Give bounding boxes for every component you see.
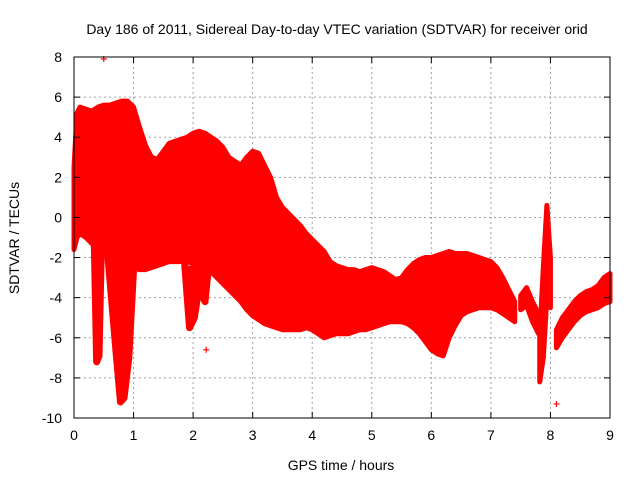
y-tick-label: -8 xyxy=(50,370,63,386)
outlier-point xyxy=(203,346,210,353)
y-tick-label: 4 xyxy=(54,129,62,145)
plot-frame xyxy=(73,56,611,419)
outlier-point xyxy=(553,400,560,407)
y-tick-label: -4 xyxy=(50,290,63,306)
sdtvar-dip xyxy=(103,246,138,406)
chart-title: Day 186 of 2011, Sidereal Day-to-day VTE… xyxy=(86,21,587,37)
y-tick-label: 8 xyxy=(54,49,62,65)
data-marks xyxy=(71,56,613,407)
sdtvar-segment xyxy=(518,285,542,337)
sdtvar-dip xyxy=(181,262,213,332)
y-tick-label: 2 xyxy=(54,169,62,185)
x-tick-label: 6 xyxy=(427,427,435,443)
x-axis-label: GPS time / hours xyxy=(288,457,395,473)
x-tick-label: 8 xyxy=(547,427,555,443)
y-tick-label: -6 xyxy=(50,330,63,346)
sdtvar-dip xyxy=(90,238,105,366)
y-tick-label: 6 xyxy=(54,89,62,105)
y-tick-label: -10 xyxy=(42,410,62,426)
outlier-point xyxy=(91,266,98,273)
sdtvar-segment xyxy=(553,271,613,351)
y-tick-label: 0 xyxy=(54,209,62,225)
x-tick-label: 5 xyxy=(368,427,376,443)
x-tick-label: 9 xyxy=(606,427,614,443)
y-axis-label: SDTVAR / TECUs xyxy=(6,182,22,294)
axes: 0 1 2 3 4 5 6 7 8 9 -10 -8 -6 -4 -2 0 2 4 6 8 xyxy=(42,49,614,443)
x-tick-label: 2 xyxy=(189,427,197,443)
x-tick-label: 7 xyxy=(487,427,495,443)
x-tick-label: 4 xyxy=(308,427,316,443)
x-tick-label: 1 xyxy=(130,427,138,443)
x-tick-label: 3 xyxy=(249,427,257,443)
x-tick-label: 0 xyxy=(70,427,78,443)
sdtvar-segment xyxy=(537,202,553,385)
sdtvar-band xyxy=(71,98,518,359)
y-tick-label: -2 xyxy=(50,250,63,266)
